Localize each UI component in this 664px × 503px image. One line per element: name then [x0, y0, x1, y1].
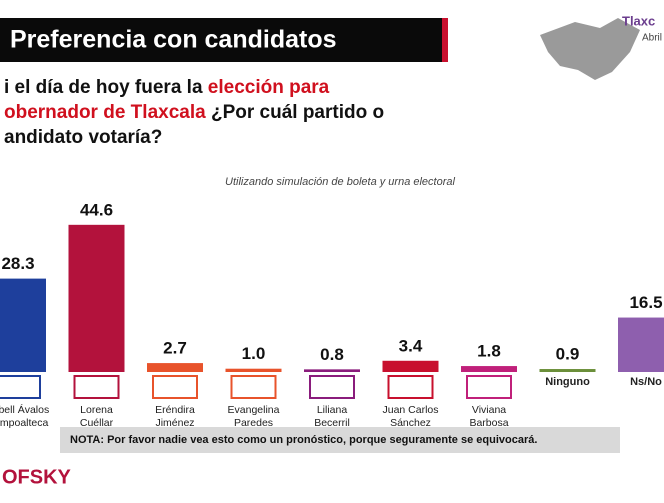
- category-label: Barbosa: [469, 417, 508, 429]
- category-label: nabell Ávalos: [0, 403, 49, 416]
- question-line: andidato votaría?: [4, 127, 162, 148]
- question-segment: elección para: [208, 77, 330, 98]
- value-label: 28.3: [1, 254, 34, 273]
- category-label: Ns/No: [630, 376, 662, 388]
- party-logo: [466, 375, 512, 399]
- date: Abril: [642, 33, 662, 44]
- question-segment: obernador de Tlaxcala: [4, 102, 206, 123]
- value-label: 16.5: [629, 293, 662, 312]
- category-label: Sánchez: [390, 417, 431, 429]
- subtitle: Utilizando simulación de boleta y urna e…: [225, 176, 455, 188]
- bar: [304, 369, 360, 372]
- note: NOTA: Por favor nadie vea esto como un p…: [70, 434, 537, 446]
- category-label: Ninguno: [545, 376, 590, 388]
- value-label: 1.0: [242, 344, 266, 363]
- party-logo: [387, 375, 434, 399]
- party-logo: [0, 375, 41, 399]
- bar: [0, 278, 46, 372]
- bars: 28.3 nabell ÁvalosZempoalteca 44.6 LorenaCu…: [0, 200, 664, 442]
- value-label: 0.9: [556, 345, 580, 364]
- bar: [382, 360, 439, 372]
- question-segment: i el día de hoy fuera la: [4, 77, 208, 98]
- party-logo: [152, 375, 198, 399]
- bar: [147, 363, 203, 372]
- bar: [618, 317, 664, 372]
- category-label: Zempoalteca: [0, 417, 49, 429]
- category-label: Eréndira: [155, 404, 195, 416]
- category-label: Evangelina: [228, 404, 280, 416]
- question-line: obernador de Tlaxcala ¿Por cuál partido …: [4, 102, 384, 123]
- category-label: Juan Carlos: [382, 404, 438, 416]
- question-segment: andidato votaría?: [4, 127, 162, 148]
- value-label: 2.7: [163, 339, 187, 358]
- category-label: Becerril: [314, 417, 350, 429]
- bar: [539, 369, 596, 372]
- title: Preferencia con candidatos: [10, 26, 337, 54]
- category-label: Cuéllar: [80, 417, 114, 429]
- category-label: Viviana: [472, 404, 506, 416]
- title-band: [0, 18, 442, 62]
- party-logo: [73, 375, 120, 399]
- category-label: Lorena: [80, 404, 113, 416]
- category-label: Liliana: [317, 404, 348, 416]
- party-logo: [230, 375, 277, 399]
- bar: [461, 366, 517, 372]
- value-label: 44.6: [80, 200, 113, 219]
- map-shape: [540, 18, 640, 80]
- question: i el día de hoy fuera la elección paraob…: [4, 77, 384, 148]
- region: Tlaxc: [622, 13, 655, 28]
- category-label: Jiménez: [155, 417, 194, 429]
- category-label: Paredes: [234, 417, 273, 429]
- question-line: i el día de hoy fuera la elección para: [4, 77, 330, 98]
- bar: [225, 368, 282, 372]
- party-logo: [309, 375, 355, 399]
- logo: OFSKY: [2, 466, 72, 488]
- note-box: [60, 427, 620, 453]
- value-label: 1.8: [477, 342, 501, 361]
- bar: [68, 224, 125, 372]
- question-segment: ¿Por cuál partido o: [206, 102, 384, 123]
- value-label: 0.8: [320, 345, 344, 364]
- value-label: 3.4: [399, 336, 423, 355]
- title-accent: [442, 18, 448, 62]
